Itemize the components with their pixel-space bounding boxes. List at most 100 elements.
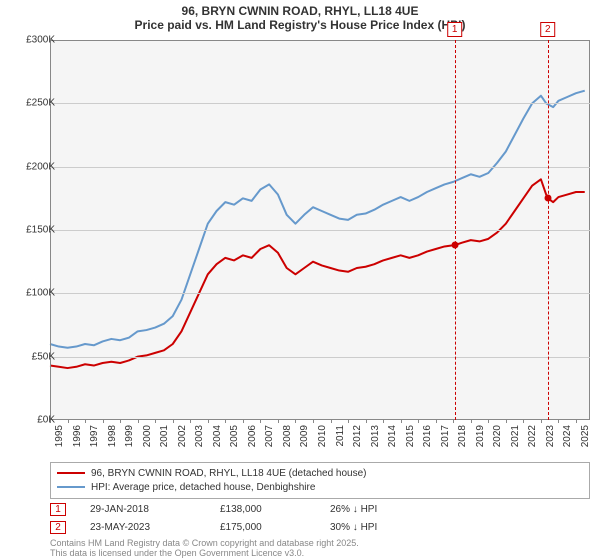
x-tick (348, 420, 349, 423)
x-axis-label: 2015 (405, 425, 416, 465)
x-tick (506, 420, 507, 423)
y-axis-label: £300K (5, 35, 55, 46)
chart-container: 96, BRYN CWNIN ROAD, RHYL, LL18 4UE Pric… (0, 0, 600, 560)
x-tick (155, 420, 156, 423)
x-tick (558, 420, 559, 423)
x-axis-label: 2011 (335, 425, 346, 465)
marker-price-2: £175,000 (220, 522, 330, 533)
legend-item-hpi: HPI: Average price, detached house, Denb… (57, 480, 583, 494)
x-axis-label: 1995 (54, 425, 65, 465)
x-axis-label: 2007 (264, 425, 275, 465)
legend-label-hpi: HPI: Average price, detached house, Denb… (91, 482, 315, 493)
x-tick (295, 420, 296, 423)
x-tick (190, 420, 191, 423)
marker-date-1: 29-JAN-2018 (90, 504, 220, 515)
marker-badge-2: 2 (50, 521, 66, 534)
marker-badge: 2 (540, 22, 556, 37)
gridline (50, 357, 590, 358)
y-axis-label: £150K (5, 225, 55, 236)
x-tick (278, 420, 279, 423)
x-tick (576, 420, 577, 423)
y-axis-label: £0K (5, 415, 55, 426)
x-axis-label: 2024 (562, 425, 573, 465)
x-tick (260, 420, 261, 423)
x-axis-label: 2023 (545, 425, 556, 465)
x-tick (120, 420, 121, 423)
legend-item-property: 96, BRYN CWNIN ROAD, RHYL, LL18 4UE (det… (57, 466, 583, 480)
x-axis-label: 1997 (89, 425, 100, 465)
x-axis-label: 2005 (229, 425, 240, 465)
x-axis-label: 2013 (370, 425, 381, 465)
footer-line-2: This data is licensed under the Open Gov… (50, 548, 304, 558)
x-axis-label: 2021 (510, 425, 521, 465)
marker-date-2: 23-MAY-2023 (90, 522, 220, 533)
gridline (50, 167, 590, 168)
x-tick (471, 420, 472, 423)
x-tick (68, 420, 69, 423)
chart-title: 96, BRYN CWNIN ROAD, RHYL, LL18 4UE Pric… (0, 4, 600, 32)
x-axis-label: 2012 (352, 425, 363, 465)
x-axis-label: 2014 (387, 425, 398, 465)
series-line-property (50, 179, 585, 368)
x-tick (208, 420, 209, 423)
x-tick (225, 420, 226, 423)
x-tick (541, 420, 542, 423)
marker-badge: 1 (447, 22, 463, 37)
x-axis-label: 2017 (440, 425, 451, 465)
x-axis-label: 1996 (72, 425, 83, 465)
x-tick (243, 420, 244, 423)
gridline (50, 103, 590, 104)
x-tick (85, 420, 86, 423)
y-axis-label: £100K (5, 288, 55, 299)
x-axis-label: 2019 (475, 425, 486, 465)
marker-price-1: £138,000 (220, 504, 330, 515)
legend-swatch-property (57, 472, 85, 474)
x-tick (401, 420, 402, 423)
x-axis-label: 2020 (492, 425, 503, 465)
marker-row-1: 1 29-JAN-2018 £138,000 26% ↓ HPI (50, 500, 440, 518)
marker-diff-2: 30% ↓ HPI (330, 522, 440, 533)
legend: 96, BRYN CWNIN ROAD, RHYL, LL18 4UE (det… (50, 462, 590, 499)
legend-label-property: 96, BRYN CWNIN ROAD, RHYL, LL18 4UE (det… (91, 468, 367, 479)
marker-row-2: 2 23-MAY-2023 £175,000 30% ↓ HPI (50, 518, 440, 536)
marker-diff-1: 26% ↓ HPI (330, 504, 440, 515)
x-tick (523, 420, 524, 423)
x-axis-label: 2009 (299, 425, 310, 465)
legend-swatch-hpi (57, 486, 85, 488)
footer-line-1: Contains HM Land Registry data © Crown c… (50, 538, 359, 548)
marker-dot (544, 195, 551, 202)
y-axis-label: £200K (5, 161, 55, 172)
x-axis-label: 2025 (580, 425, 591, 465)
x-axis-label: 2003 (194, 425, 205, 465)
gridline (50, 230, 590, 231)
x-tick (418, 420, 419, 423)
x-axis-label: 1999 (124, 425, 135, 465)
marker-line (548, 40, 549, 420)
x-axis-label: 2002 (177, 425, 188, 465)
plot-area: 12 (50, 40, 590, 420)
x-tick (138, 420, 139, 423)
x-axis-label: 1998 (107, 425, 118, 465)
x-axis-label: 2006 (247, 425, 258, 465)
marker-line (455, 40, 456, 420)
footer-attribution: Contains HM Land Registry data © Crown c… (50, 539, 359, 559)
x-axis-label: 2010 (317, 425, 328, 465)
x-axis-label: 2018 (457, 425, 468, 465)
marker-badge-1: 1 (50, 503, 66, 516)
x-tick (383, 420, 384, 423)
x-axis-label: 2008 (282, 425, 293, 465)
title-line-1: 96, BRYN CWNIN ROAD, RHYL, LL18 4UE (0, 4, 600, 18)
x-tick (488, 420, 489, 423)
x-axis-label: 2000 (142, 425, 153, 465)
x-tick (103, 420, 104, 423)
y-axis-label: £50K (5, 351, 55, 362)
x-tick (173, 420, 174, 423)
x-axis-label: 2001 (159, 425, 170, 465)
x-axis-label: 2022 (527, 425, 538, 465)
x-tick (436, 420, 437, 423)
x-axis-label: 2016 (422, 425, 433, 465)
title-line-2: Price paid vs. HM Land Registry's House … (0, 18, 600, 32)
y-axis-label: £250K (5, 98, 55, 109)
marker-table: 1 29-JAN-2018 £138,000 26% ↓ HPI 2 23-MA… (50, 500, 440, 536)
gridline (50, 293, 590, 294)
